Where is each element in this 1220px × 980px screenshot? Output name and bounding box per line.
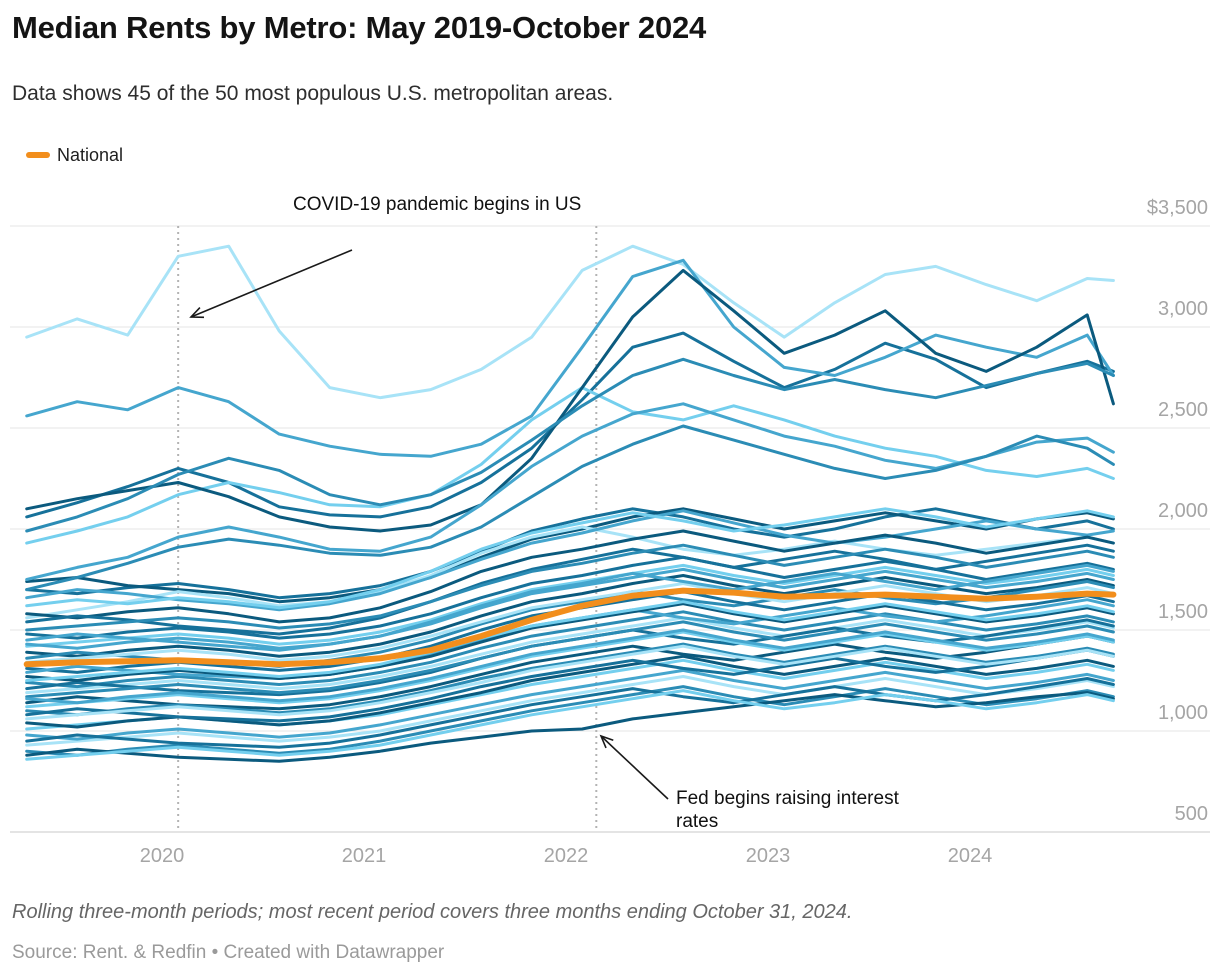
metro-line[interactable] xyxy=(25,628,1115,705)
metro-line[interactable] xyxy=(25,507,1115,610)
fed-annotation-text: Fed begins raising interest rates xyxy=(676,788,899,833)
chart-subtitle: Data shows 45 of the 50 most populous U.… xyxy=(12,82,614,105)
x-axis-label: 2024 xyxy=(948,845,993,867)
metro-line[interactable] xyxy=(25,543,1115,636)
national-line[interactable] xyxy=(23,587,1117,668)
metro-line[interactable] xyxy=(25,543,1115,632)
source-line: Source: Rent. & Redfin • Created with Da… xyxy=(12,942,445,963)
y-axis-label: 2,000 xyxy=(1158,500,1208,522)
y-axis-label: 1,000 xyxy=(1158,702,1208,724)
metro-line[interactable] xyxy=(25,258,1115,458)
y-axis-label: 2,500 xyxy=(1158,399,1208,421)
x-axis-label: 2020 xyxy=(140,845,185,867)
y-axis-label: 1,500 xyxy=(1158,601,1208,623)
y-axis-label: 500 xyxy=(1175,803,1208,825)
metro-line[interactable] xyxy=(25,616,1115,695)
metro-line[interactable] xyxy=(25,600,1115,682)
metro-line[interactable] xyxy=(25,675,1115,747)
metro-line[interactable] xyxy=(25,268,1115,533)
metro-line[interactable] xyxy=(25,509,1115,612)
metro-line[interactable] xyxy=(25,244,1115,400)
metro-line[interactable] xyxy=(25,668,1115,741)
metro-line[interactable] xyxy=(25,620,1115,699)
national-line-swatch-icon xyxy=(26,152,50,158)
metro-line[interactable] xyxy=(25,610,1115,689)
metro-line[interactable] xyxy=(25,642,1115,717)
metro-line[interactable] xyxy=(25,602,1115,682)
chart-footnote: Rolling three-month periods; most recent… xyxy=(12,901,853,923)
metro-line[interactable] xyxy=(25,689,1115,761)
covid-annotation-text: COVID-19 pandemic begins in US xyxy=(293,194,582,215)
fed-arrowhead-icon xyxy=(599,734,614,749)
metro-line[interactable] xyxy=(25,529,1115,624)
x-axis-label: 2023 xyxy=(746,845,791,867)
metro-line[interactable] xyxy=(25,507,1115,600)
x-axis-label: 2022 xyxy=(544,845,589,867)
metro-line[interactable] xyxy=(25,644,1115,721)
chart-title: Median Rents by Metro: May 2019-October … xyxy=(12,10,707,45)
metro-line[interactable] xyxy=(25,555,1115,640)
metro-line[interactable] xyxy=(25,567,1115,650)
metro-line[interactable] xyxy=(25,424,1115,592)
metro-line[interactable] xyxy=(25,648,1115,723)
covid-arrow xyxy=(190,249,353,318)
fed-arrow xyxy=(600,735,669,800)
legend-label: National xyxy=(57,144,124,165)
metro-line[interactable] xyxy=(25,357,1115,533)
metro-line[interactable] xyxy=(25,507,1115,604)
y-axis-label: $3,500 xyxy=(1147,197,1208,219)
metro-line[interactable] xyxy=(25,331,1115,519)
covid-arrowhead-icon xyxy=(189,306,205,319)
metro-line[interactable] xyxy=(25,691,1115,763)
metro-line[interactable] xyxy=(25,677,1115,749)
legend[interactable]: National xyxy=(26,143,123,167)
x-axis-label: 2021 xyxy=(342,845,387,867)
metro-line[interactable] xyxy=(25,563,1115,648)
metro-line[interactable] xyxy=(25,630,1115,709)
metro-line[interactable] xyxy=(25,525,1115,620)
metro-line[interactable] xyxy=(25,563,1115,652)
y-axis-label: 3,000 xyxy=(1158,298,1208,320)
